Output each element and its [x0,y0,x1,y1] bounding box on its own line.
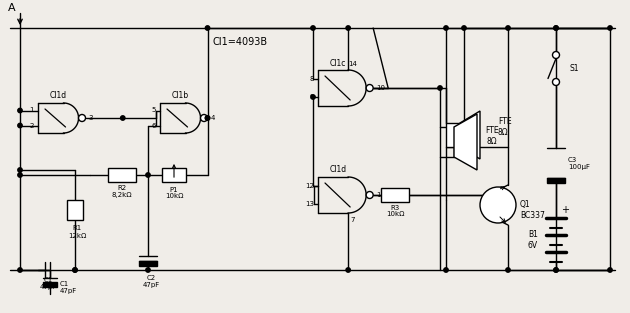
Circle shape [346,268,350,272]
Circle shape [18,268,22,272]
Text: C2
47pF: C2 47pF [142,275,159,289]
Text: R2
8,2kΩ: R2 8,2kΩ [112,184,132,198]
Circle shape [554,26,558,30]
Circle shape [553,79,559,85]
Bar [67,200,83,220]
Circle shape [200,115,207,121]
Bar [108,168,136,182]
Bar [446,123,460,147]
Bar [381,188,409,202]
Bar [162,168,186,182]
Text: CI1b: CI1b [171,91,188,100]
Circle shape [462,26,466,30]
Text: S1: S1 [570,64,580,73]
Circle shape [506,26,510,30]
Text: A: A [8,3,16,13]
Polygon shape [454,114,477,170]
Text: 1: 1 [30,107,34,114]
Circle shape [506,268,510,272]
Circle shape [18,123,22,128]
Text: Q1
BC337: Q1 BC337 [520,200,545,220]
Circle shape [205,116,210,120]
Circle shape [205,26,210,30]
Text: 11: 11 [376,192,385,198]
Text: 9: 9 [309,94,314,100]
Circle shape [120,116,125,120]
Text: 14: 14 [348,61,357,67]
Text: 12: 12 [305,183,314,189]
Text: 4: 4 [210,115,215,121]
Circle shape [554,26,558,30]
Circle shape [18,108,22,113]
Polygon shape [460,111,480,159]
Circle shape [146,268,150,272]
Circle shape [79,115,86,121]
Circle shape [18,168,22,172]
Text: R1
12kΩ: R1 12kΩ [68,225,86,239]
Text: +: + [561,205,569,215]
Text: R3
10kΩ: R3 10kΩ [386,204,404,218]
Circle shape [608,26,612,30]
Bar [43,282,57,287]
Text: 13: 13 [305,201,314,207]
Text: C3
100μF: C3 100μF [568,156,590,170]
Circle shape [444,26,448,30]
Circle shape [366,192,373,198]
Circle shape [553,52,559,59]
Circle shape [311,26,315,30]
Text: 7: 7 [350,217,355,223]
Text: CI1d: CI1d [329,166,346,175]
Circle shape [73,268,77,272]
Circle shape [554,268,558,272]
Text: FTE
8Ω: FTE 8Ω [485,126,499,146]
Bar [547,178,565,183]
Text: 6: 6 [151,122,156,129]
Circle shape [311,95,315,99]
Text: 2: 2 [30,122,34,129]
Circle shape [18,173,22,177]
Circle shape [608,268,612,272]
Circle shape [438,86,442,90]
Circle shape [73,268,77,272]
Bar [139,261,157,266]
Text: P1
10kΩ: P1 10kΩ [165,187,183,199]
Text: 5: 5 [152,107,156,114]
Text: C1
47pF: C1 47pF [39,278,57,290]
Text: CI1c: CI1c [330,59,346,68]
Circle shape [346,26,350,30]
Text: C1
47pF: C1 47pF [60,281,77,295]
Circle shape [366,85,373,91]
Text: FTE
8Ω: FTE 8Ω [498,117,512,137]
Circle shape [205,116,210,120]
Text: 10: 10 [376,85,385,91]
Circle shape [444,268,448,272]
Text: 3: 3 [89,115,93,121]
Circle shape [554,268,558,272]
Text: B1
6V: B1 6V [528,230,538,250]
Text: CI1=4093B: CI1=4093B [212,37,268,47]
Text: 8: 8 [309,76,314,82]
Circle shape [480,187,516,223]
Text: CI1d: CI1d [49,91,67,100]
Circle shape [146,173,150,177]
